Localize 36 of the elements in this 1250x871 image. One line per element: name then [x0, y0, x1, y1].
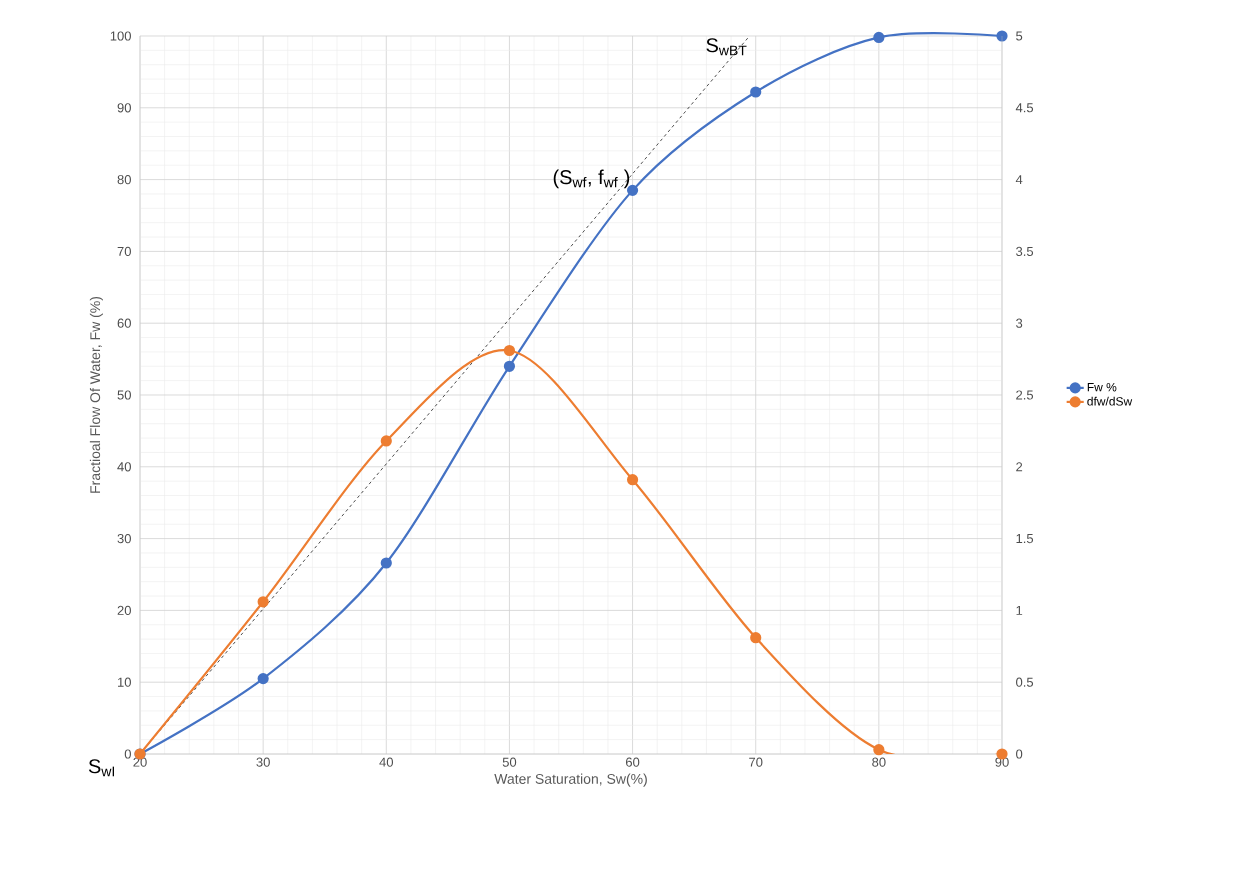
y2-tick-label: 3: [1016, 318, 1023, 328]
y2-tick-label: 1: [1016, 605, 1023, 615]
y-tick-label: 0: [124, 749, 131, 759]
x-tick-label: 70: [749, 757, 763, 767]
y-tick-label: 70: [117, 246, 131, 256]
y-tick-label: 60: [117, 318, 131, 328]
annotation: S$_{wBT}$: [706, 38, 747, 56]
annotation: S$_{wI}$: [88, 759, 115, 777]
annotation: (S$_{wf}$, f$_{wf}$ ): [553, 169, 630, 189]
y-tick-label: 40: [117, 462, 131, 472]
y-tick-label: 50: [117, 390, 131, 400]
y2-tick-label: 5: [1016, 31, 1023, 41]
y2-tick-label: 0: [1016, 749, 1023, 759]
y-tick-label: 90: [117, 103, 131, 113]
y2-tick-label: 2: [1016, 462, 1023, 472]
y-tick-label: 20: [117, 605, 131, 615]
x-tick-label: 30: [256, 757, 270, 767]
y-tick-label: 10: [118, 677, 131, 687]
x-tick-label: 60: [626, 757, 640, 767]
y2-tick-label: 3.5: [1016, 246, 1034, 256]
x-tick-label: 80: [872, 757, 886, 767]
y-tick-label: 80: [117, 174, 131, 185]
y-tick-label: 100: [110, 31, 131, 41]
x-tick-label: 50: [502, 757, 517, 767]
y2-tick-label: 0.5: [1016, 677, 1034, 687]
x-axis-title: Water Saturation, Sw(%): [494, 773, 647, 787]
x-tick-label: 90: [995, 757, 1009, 767]
y-tick-label: 30: [117, 533, 131, 544]
x-tick-label: 40: [379, 757, 394, 767]
legend-label: Fw %: [1087, 382, 1117, 392]
y2-tick-label: 1.5: [1016, 534, 1034, 544]
y2-tick-label: 4: [1015, 175, 1023, 185]
y-axis-title: Fractioal Flow Of Water, Fw (%): [89, 296, 103, 493]
y2-tick-label: 2.5: [1016, 390, 1034, 400]
y2-tick-label: 4.5: [1015, 103, 1034, 113]
legend-label: dfw/dSw: [1087, 396, 1133, 406]
